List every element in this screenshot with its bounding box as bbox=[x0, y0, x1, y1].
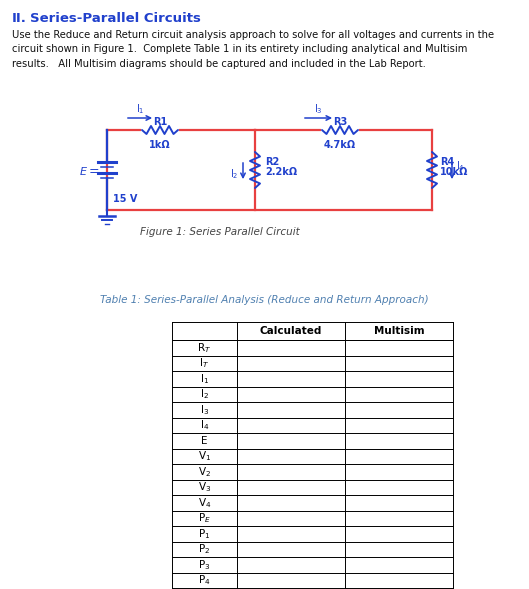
Text: P$_E$: P$_E$ bbox=[198, 511, 211, 525]
Text: P$_2$: P$_2$ bbox=[198, 542, 211, 556]
Text: R3: R3 bbox=[333, 117, 347, 127]
Text: P$_1$: P$_1$ bbox=[198, 527, 211, 541]
Text: 2.2kΩ: 2.2kΩ bbox=[265, 167, 297, 177]
Text: V$_1$: V$_1$ bbox=[198, 449, 211, 463]
Text: Use the Reduce and Return circuit analysis approach to solve for all voltages an: Use the Reduce and Return circuit analys… bbox=[12, 30, 494, 69]
Text: R$_T$: R$_T$ bbox=[197, 341, 212, 355]
Text: R1: R1 bbox=[153, 117, 167, 127]
Text: P$_4$: P$_4$ bbox=[198, 573, 211, 587]
Text: E: E bbox=[201, 436, 208, 446]
Text: I$_2$: I$_2$ bbox=[200, 388, 209, 401]
Text: I$_4$: I$_4$ bbox=[456, 159, 465, 173]
Text: V$_4$: V$_4$ bbox=[198, 496, 211, 509]
Text: P$_3$: P$_3$ bbox=[198, 558, 211, 572]
Text: 1kΩ: 1kΩ bbox=[149, 140, 171, 150]
Text: Multisim: Multisim bbox=[373, 326, 424, 336]
Text: I$_2$: I$_2$ bbox=[231, 167, 239, 181]
Text: =: = bbox=[89, 166, 99, 178]
Text: I$_4$: I$_4$ bbox=[200, 418, 209, 432]
Text: Figure 1: Series Parallel Circuit: Figure 1: Series Parallel Circuit bbox=[140, 227, 300, 237]
Text: I$_3$: I$_3$ bbox=[200, 403, 209, 416]
Text: V$_2$: V$_2$ bbox=[198, 465, 211, 479]
Text: I$_T$: I$_T$ bbox=[199, 356, 209, 370]
Text: 15 V: 15 V bbox=[113, 194, 138, 204]
Text: E: E bbox=[79, 167, 87, 177]
Text: R2: R2 bbox=[265, 157, 279, 167]
Text: Table 1: Series-Parallel Analysis (Reduce and Return Approach): Table 1: Series-Parallel Analysis (Reduc… bbox=[99, 295, 428, 305]
Text: I$_1$: I$_1$ bbox=[136, 102, 144, 116]
Text: I$_1$: I$_1$ bbox=[200, 372, 209, 386]
Text: Calculated: Calculated bbox=[260, 326, 322, 336]
Text: R4: R4 bbox=[440, 157, 454, 167]
Text: 10kΩ: 10kΩ bbox=[440, 167, 468, 177]
Text: V$_3$: V$_3$ bbox=[198, 481, 211, 494]
Text: Series-Parallel Circuits: Series-Parallel Circuits bbox=[30, 12, 201, 25]
Text: I$_3$: I$_3$ bbox=[314, 102, 322, 116]
Text: 4.7kΩ: 4.7kΩ bbox=[324, 140, 356, 150]
Text: II.: II. bbox=[12, 12, 27, 25]
